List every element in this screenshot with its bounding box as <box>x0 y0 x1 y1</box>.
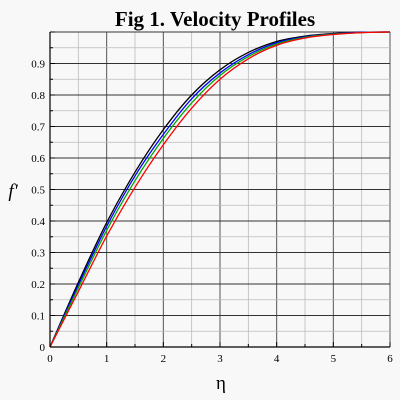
y-tick-label: 0 <box>40 342 46 354</box>
x-tick-label: 6 <box>387 353 393 365</box>
y-tick-label: 0.2 <box>31 279 45 291</box>
x-tick-label: 2 <box>161 353 167 365</box>
x-axis-label: η <box>216 373 226 394</box>
series-lines <box>49 31 391 348</box>
y-tick-label: 0.6 <box>31 153 45 165</box>
chart-title: Fig 1. Velocity Profiles <box>115 7 315 31</box>
tick-labels: 0 1 2 3 4 5 6 0 0.1 0.2 0.3 0.4 0.5 0.6 0.7 0.8 0.9 <box>31 59 393 366</box>
y-tick-label: 0.1 <box>31 311 45 323</box>
y-tick-label: 0.5 <box>31 185 45 197</box>
y-tick-label: 0.9 <box>31 59 45 71</box>
axes <box>49 31 391 348</box>
series-line-4 <box>49 31 391 348</box>
y-tick-label: 0.8 <box>31 90 45 102</box>
y-tick-label: 0.4 <box>31 216 45 228</box>
x-tick-label: 5 <box>331 353 337 365</box>
y-tick-label: 0.3 <box>31 248 45 260</box>
y-axis-label: f' <box>8 181 18 202</box>
x-tick-label: 1 <box>104 353 110 365</box>
x-tick-label: 0 <box>47 353 53 365</box>
y-tick-label: 0.7 <box>31 122 45 134</box>
x-tick-label: 3 <box>217 353 223 365</box>
x-tick-label: 4 <box>274 353 280 365</box>
